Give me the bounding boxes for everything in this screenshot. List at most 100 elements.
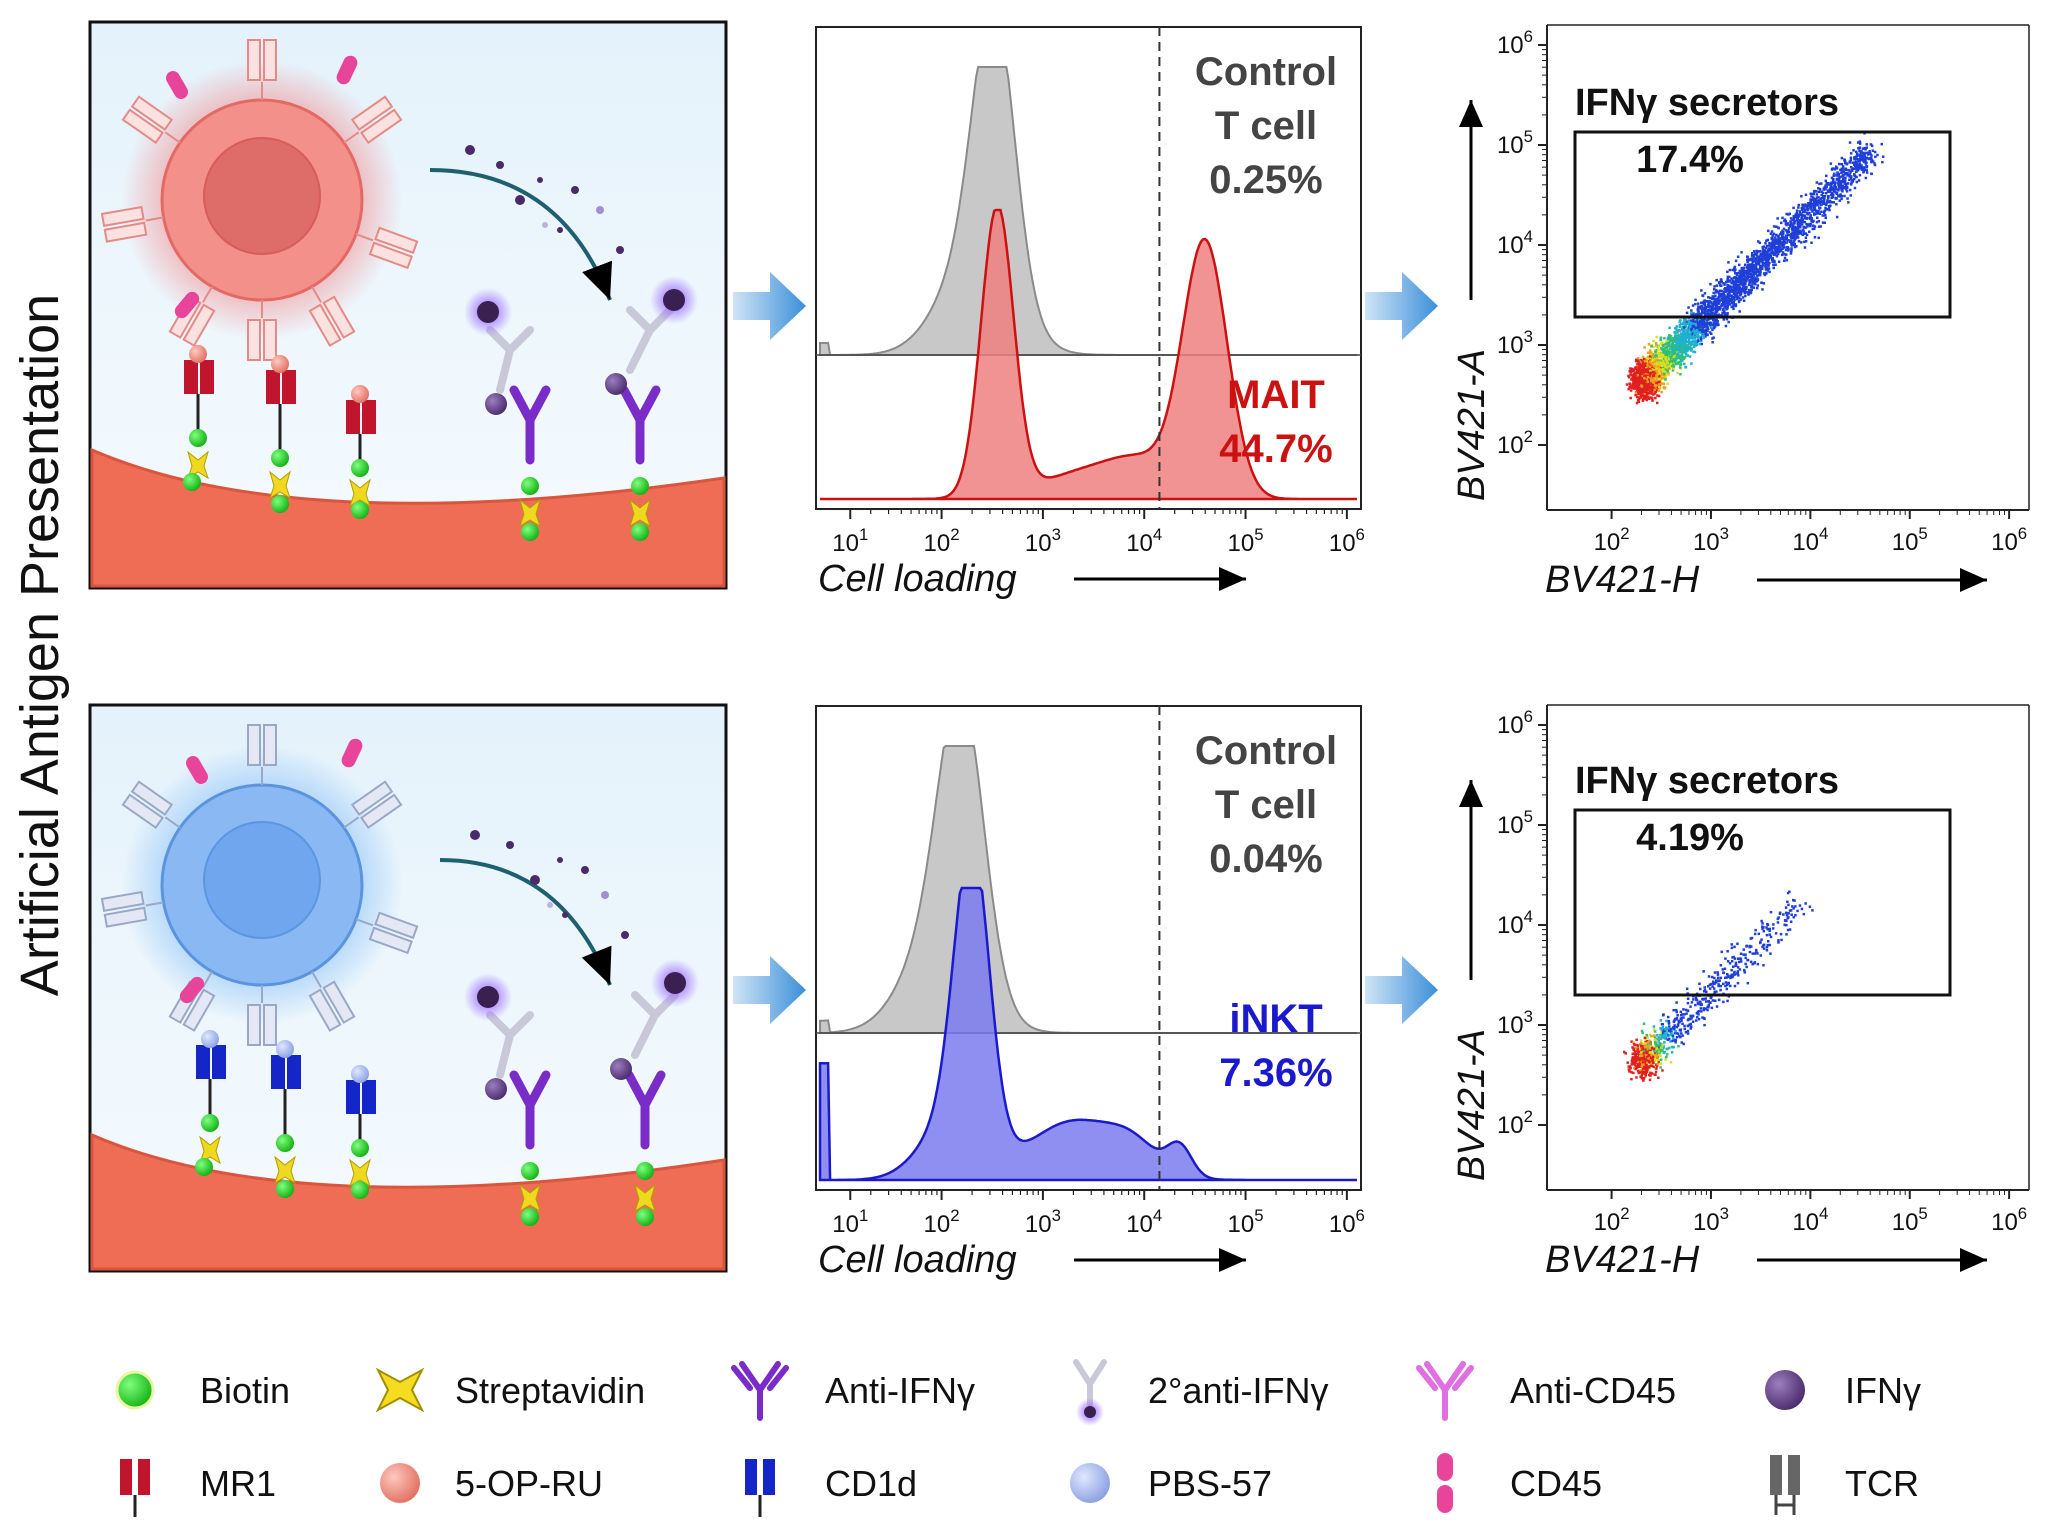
tick-base: 10 <box>832 1211 859 1238</box>
scatter-point <box>1769 910 1773 914</box>
scatter-point <box>1678 339 1681 343</box>
scatter-point <box>1771 234 1774 237</box>
cd45-markers <box>166 55 358 319</box>
illustration-panel-inkt <box>88 703 728 1273</box>
scatter-point <box>1813 204 1817 207</box>
scatter-point <box>1631 377 1634 380</box>
scatter-point <box>1735 292 1739 296</box>
scatter-point <box>1719 299 1722 302</box>
scatter-point <box>1756 268 1760 271</box>
scatter-point <box>1638 373 1642 376</box>
scatter-point <box>1699 1007 1703 1010</box>
scatter-point <box>1716 971 1719 974</box>
scatter-point <box>1694 996 1698 1000</box>
scatter-point <box>1819 225 1822 228</box>
gate-percentage: 17.4% <box>1636 139 1744 181</box>
scatter-point <box>1788 212 1791 216</box>
scatter-point <box>1781 231 1785 234</box>
scatter-point <box>1648 1066 1652 1070</box>
scatter-point <box>1825 174 1828 178</box>
scatter-point <box>1809 198 1812 201</box>
scatter-point <box>1881 160 1884 164</box>
scatter-point <box>1726 303 1730 306</box>
scatter-point <box>1680 359 1684 362</box>
scatter-point <box>1794 913 1797 917</box>
scatter-point <box>1858 167 1861 170</box>
scatter-point <box>1714 291 1718 294</box>
scatter-point <box>1796 232 1800 236</box>
scatter-point <box>1713 312 1717 315</box>
scatter-point <box>1714 981 1718 984</box>
scatter-point <box>1751 276 1754 279</box>
scatter-point <box>1705 990 1708 994</box>
scatter-point <box>1808 211 1811 215</box>
scatter-point <box>1837 189 1840 192</box>
scatter-point <box>1684 365 1688 369</box>
scatter-point <box>1848 188 1852 192</box>
scatter-point <box>1648 1033 1652 1036</box>
scatter-point <box>1682 1016 1685 1019</box>
scatter-point <box>1684 350 1688 353</box>
scatter-point <box>1652 393 1655 396</box>
scatter-point <box>1764 264 1767 268</box>
scatter-point <box>1645 1063 1648 1066</box>
scatter-point <box>1788 225 1792 228</box>
scatter-point <box>1733 292 1737 296</box>
scatter-point <box>1723 283 1726 286</box>
scatter-point <box>1785 234 1788 237</box>
scatter-point <box>1653 1049 1656 1053</box>
scatter-point <box>1720 950 1723 954</box>
sample-histogram <box>818 886 1357 1182</box>
scatter-point <box>1864 151 1867 155</box>
scatter-point <box>1777 916 1780 919</box>
scatter-point <box>1644 1040 1647 1044</box>
scatter-point <box>1741 296 1745 299</box>
scatter-point <box>1720 293 1723 296</box>
scatter-point <box>1778 237 1781 240</box>
scatter-point <box>1697 305 1700 308</box>
scatter-point <box>1780 221 1783 225</box>
scatter-point <box>1628 370 1631 373</box>
scatter-point <box>1670 1029 1673 1033</box>
scatter-point <box>1728 303 1732 306</box>
scatter-point <box>1729 298 1733 301</box>
scatter-point <box>1765 926 1768 929</box>
scatter-point <box>1849 158 1853 162</box>
scatter-point <box>1687 340 1691 343</box>
scatter-point <box>1753 272 1756 275</box>
illustration-panel-mait <box>88 20 728 590</box>
scatter-point <box>1720 314 1723 317</box>
scatter-point <box>1799 230 1802 233</box>
scatter-point <box>1645 1070 1648 1074</box>
scatter-point <box>1857 168 1860 172</box>
scatter-point <box>1768 943 1771 947</box>
scatter-point <box>1704 1007 1707 1010</box>
scatter-point <box>1645 1050 1648 1054</box>
scatter-point <box>1673 340 1676 343</box>
scatter-point <box>1648 365 1651 368</box>
scatter-point <box>1748 288 1751 292</box>
scatter-point <box>1639 381 1642 384</box>
scatter-point <box>1735 273 1739 277</box>
scatter-point <box>1787 247 1790 251</box>
scatter-point <box>1637 388 1640 391</box>
scatter-point <box>1783 219 1786 223</box>
scatter-point <box>1668 1033 1672 1037</box>
scatter-point <box>1683 362 1686 366</box>
scatter-point <box>1675 335 1678 338</box>
scatter-point <box>1683 348 1686 352</box>
flow-arrow-4 <box>1365 956 1438 1024</box>
scatter-point <box>1692 329 1695 333</box>
scatter-point <box>1641 378 1644 382</box>
scatter-point <box>1733 298 1736 302</box>
scatter-point <box>1721 298 1724 301</box>
scatter-point <box>1667 1022 1671 1025</box>
scatter-point <box>1789 252 1793 255</box>
scatter-point <box>1738 276 1741 279</box>
scatter-point <box>1800 213 1803 216</box>
scatter-point <box>1763 273 1767 277</box>
scatter-point <box>1751 252 1754 255</box>
scatter-point <box>1784 229 1788 232</box>
scatter-point <box>1649 1074 1652 1077</box>
scatter-point <box>1759 272 1762 275</box>
